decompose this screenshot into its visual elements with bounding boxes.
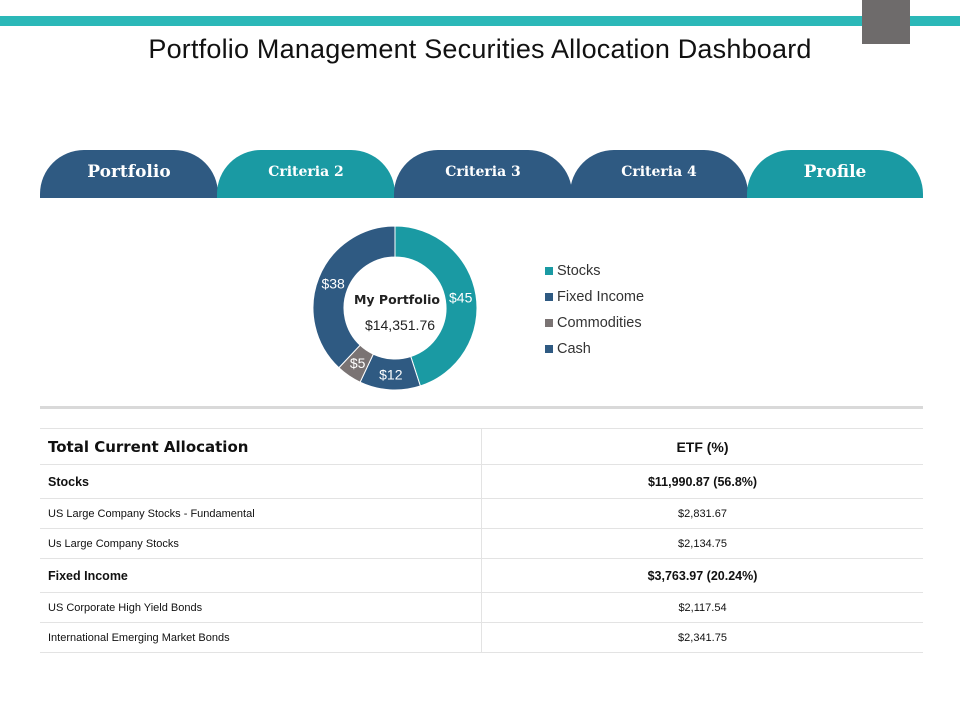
chart-legend: Stocks Fixed Income Commodities Cash bbox=[545, 258, 644, 362]
donut-data-label: $5 bbox=[350, 355, 366, 371]
tab-criteria-3[interactable]: Criteria 3 bbox=[394, 150, 572, 198]
donut-slice-cash bbox=[312, 225, 396, 369]
tab-label: Criteria 3 bbox=[445, 164, 521, 180]
row-value: $2,831.67 bbox=[481, 498, 923, 529]
table-row: US Corporate High Yield Bonds $2,117.54 bbox=[40, 592, 923, 623]
table-section-row: Stocks $11,990.87 (56.8%) bbox=[40, 464, 923, 499]
legend-label: Fixed Income bbox=[557, 289, 645, 305]
donut-data-label: $12 bbox=[379, 366, 403, 382]
table-row: Us Large Company Stocks $2,134.75 bbox=[40, 528, 923, 559]
donut-data-label: $45 bbox=[449, 290, 473, 306]
legend-item-stocks: Stocks bbox=[545, 258, 644, 284]
legend-item-commodities: Commodities bbox=[545, 310, 644, 336]
row-value: $2,117.54 bbox=[481, 592, 923, 623]
row-label: Stocks bbox=[40, 464, 482, 499]
row-label: International Emerging Market Bonds bbox=[40, 622, 482, 653]
table-header-allocation: Total Current Allocation bbox=[40, 428, 482, 465]
table-header-etf: ETF (%) bbox=[481, 428, 923, 465]
tab-label: Portfolio bbox=[87, 162, 171, 182]
tab-label: Criteria 2 bbox=[268, 164, 344, 180]
tab-criteria-4[interactable]: Criteria 4 bbox=[570, 150, 748, 198]
legend-item-fixed-income: Fixed Income bbox=[545, 284, 644, 310]
row-label: US Large Company Stocks - Fundamental bbox=[40, 498, 482, 529]
legend-swatch bbox=[545, 267, 553, 275]
legend-label: Cash bbox=[557, 341, 591, 357]
row-value: $11,990.87 (56.8%) bbox=[481, 464, 923, 499]
tab-label: Profile bbox=[803, 162, 867, 182]
row-label: Us Large Company Stocks bbox=[40, 528, 482, 559]
donut-slice-stocks bbox=[394, 225, 478, 387]
tab-profile[interactable]: Profile bbox=[747, 150, 923, 198]
row-value: $3,763.97 (20.24%) bbox=[481, 558, 923, 593]
top-accent-bar bbox=[0, 16, 960, 26]
section-divider bbox=[40, 406, 923, 409]
tab-portfolio[interactable]: Portfolio bbox=[40, 150, 218, 198]
corner-decoration bbox=[862, 0, 910, 44]
legend-swatch bbox=[545, 293, 553, 301]
table-row: US Large Company Stocks - Fundamental $2… bbox=[40, 498, 923, 529]
row-value: $2,134.75 bbox=[481, 528, 923, 559]
legend-label: Stocks bbox=[557, 263, 601, 279]
table-header-row: Total Current Allocation ETF (%) bbox=[40, 428, 923, 465]
tab-label: Criteria 4 bbox=[621, 164, 697, 180]
donut-center-value: $14,351.76 bbox=[365, 317, 435, 333]
legend-label: Commodities bbox=[557, 315, 642, 331]
donut-center-title: My Portfolio bbox=[354, 292, 440, 307]
row-label: Fixed Income bbox=[40, 558, 482, 593]
legend-swatch bbox=[545, 319, 553, 327]
table-section-row: Fixed Income $3,763.97 (20.24%) bbox=[40, 558, 923, 593]
donut-data-label: $38 bbox=[321, 276, 345, 292]
table-row: International Emerging Market Bonds $2,3… bbox=[40, 622, 923, 653]
row-value: $2,341.75 bbox=[481, 622, 923, 653]
legend-swatch bbox=[545, 345, 553, 353]
page-title: Portfolio Management Securities Allocati… bbox=[148, 34, 812, 64]
legend-item-cash: Cash bbox=[545, 336, 644, 362]
tab-criteria-2[interactable]: Criteria 2 bbox=[217, 150, 395, 198]
row-label: US Corporate High Yield Bonds bbox=[40, 592, 482, 623]
allocation-table: Total Current Allocation ETF (%) Stocks … bbox=[40, 428, 923, 653]
portfolio-donut-chart: $45 $12 $5 $38 My Portfolio $14,351.76 bbox=[312, 225, 478, 391]
